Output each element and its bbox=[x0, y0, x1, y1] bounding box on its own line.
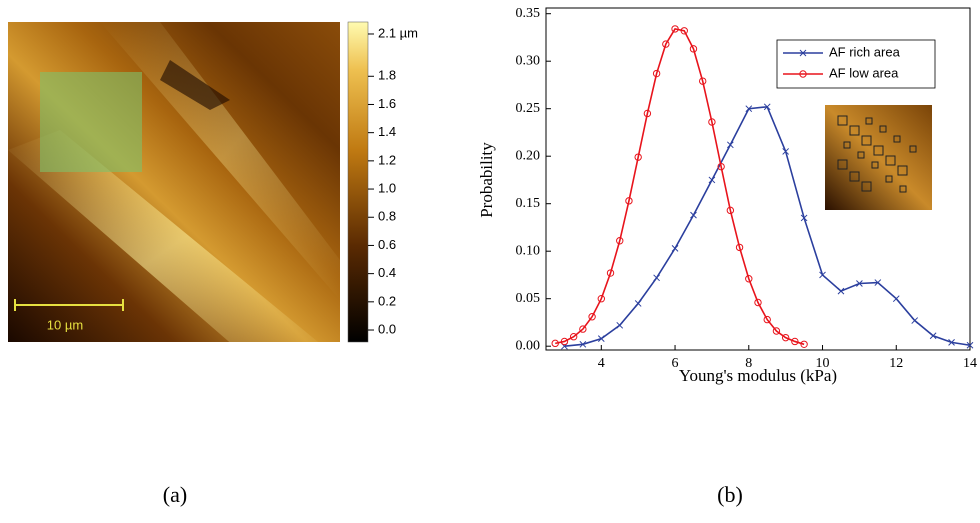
y-tick-label: 0.15 bbox=[516, 196, 541, 211]
marker bbox=[671, 244, 679, 252]
x-tick-label: 10 bbox=[816, 356, 830, 371]
marker bbox=[800, 214, 808, 222]
marker bbox=[634, 300, 642, 307]
marker bbox=[579, 340, 587, 348]
y-tick-label: 0.00 bbox=[516, 338, 541, 353]
marker bbox=[597, 295, 606, 303]
y-tick-label: 0.20 bbox=[516, 148, 541, 163]
marker bbox=[745, 275, 753, 283]
x-tick-label: 6 bbox=[672, 356, 679, 371]
legend-label: AF rich area bbox=[829, 44, 901, 59]
colorbar-tick-label: 0.6 bbox=[378, 237, 396, 252]
marker bbox=[606, 269, 615, 277]
selection-region bbox=[40, 72, 142, 172]
marker bbox=[799, 49, 807, 57]
colorbar-tick-label: 0.4 bbox=[378, 265, 396, 280]
marker bbox=[763, 103, 771, 111]
marker bbox=[551, 339, 559, 348]
marker bbox=[616, 321, 624, 329]
marker bbox=[643, 109, 652, 118]
colorbar-tick-label: 2.1 µm bbox=[378, 25, 418, 40]
y-axis-label: Probability bbox=[477, 142, 496, 218]
scale-bar-label: 10 µm bbox=[47, 317, 83, 332]
y-tick-label: 0.10 bbox=[516, 243, 541, 258]
marker bbox=[791, 337, 799, 346]
marker bbox=[616, 237, 624, 245]
marker bbox=[690, 211, 697, 219]
x-tick-label: 12 bbox=[889, 356, 903, 371]
marker bbox=[634, 153, 642, 161]
marker bbox=[800, 340, 808, 348]
panel-label: (a) bbox=[163, 482, 187, 507]
marker bbox=[708, 118, 716, 126]
legend bbox=[776, 39, 936, 89]
y-tick-label: 0.05 bbox=[516, 291, 541, 306]
plot-frame bbox=[545, 7, 971, 351]
marker bbox=[597, 335, 605, 342]
marker bbox=[652, 69, 661, 78]
y-tick-label: 0.30 bbox=[516, 53, 541, 68]
marker bbox=[569, 333, 578, 341]
marker bbox=[698, 77, 707, 85]
y-tick-label: 0.25 bbox=[516, 101, 541, 116]
marker bbox=[892, 295, 900, 303]
marker bbox=[772, 327, 781, 335]
panel-label: (b) bbox=[717, 482, 743, 507]
marker bbox=[745, 105, 753, 113]
afm-image bbox=[8, 22, 340, 342]
marker bbox=[819, 271, 826, 279]
marker bbox=[782, 148, 790, 155]
marker bbox=[625, 197, 633, 205]
marker bbox=[708, 176, 716, 184]
marker bbox=[837, 287, 845, 295]
marker bbox=[735, 243, 744, 252]
colorbar-tick-label: 1.0 bbox=[378, 180, 396, 195]
marker bbox=[856, 280, 863, 287]
inset-image bbox=[825, 105, 932, 210]
x-tick-label: 8 bbox=[745, 356, 752, 371]
colorbar-tick-label: 1.4 bbox=[378, 124, 396, 139]
x-axis-label: Young's modulus (kPa) bbox=[679, 366, 837, 385]
colorbar-tick-label: 0.0 bbox=[378, 321, 396, 336]
colorbar-tick-label: 1.2 bbox=[378, 152, 396, 167]
marker bbox=[929, 332, 937, 340]
marker bbox=[717, 162, 725, 171]
colorbar-tick-label: 1.8 bbox=[378, 68, 396, 83]
marker bbox=[726, 141, 734, 149]
legend-label: AF low area bbox=[829, 65, 899, 80]
marker bbox=[579, 325, 587, 333]
colorbar-tick-label: 1.6 bbox=[378, 96, 396, 111]
marker bbox=[653, 274, 660, 282]
marker bbox=[680, 27, 688, 35]
marker bbox=[726, 206, 735, 215]
marker bbox=[763, 315, 771, 324]
marker bbox=[560, 337, 569, 346]
marker bbox=[948, 339, 955, 346]
marker bbox=[874, 279, 882, 286]
colorbar-tick-label: 0.2 bbox=[378, 293, 396, 308]
x-tick-label: 4 bbox=[598, 356, 605, 371]
colorbar bbox=[347, 21, 369, 343]
colorbar-tick-label: 0.8 bbox=[378, 209, 396, 224]
marker bbox=[671, 25, 679, 33]
x-tick-label: 14 bbox=[963, 356, 977, 371]
marker bbox=[781, 333, 790, 342]
marker bbox=[689, 45, 698, 53]
marker bbox=[799, 70, 807, 78]
marker bbox=[662, 40, 670, 48]
marker bbox=[754, 298, 762, 307]
series-line bbox=[555, 28, 805, 346]
marker bbox=[588, 313, 596, 321]
y-tick-label: 0.35 bbox=[516, 6, 541, 21]
marker bbox=[911, 317, 919, 324]
marker bbox=[966, 341, 974, 349]
